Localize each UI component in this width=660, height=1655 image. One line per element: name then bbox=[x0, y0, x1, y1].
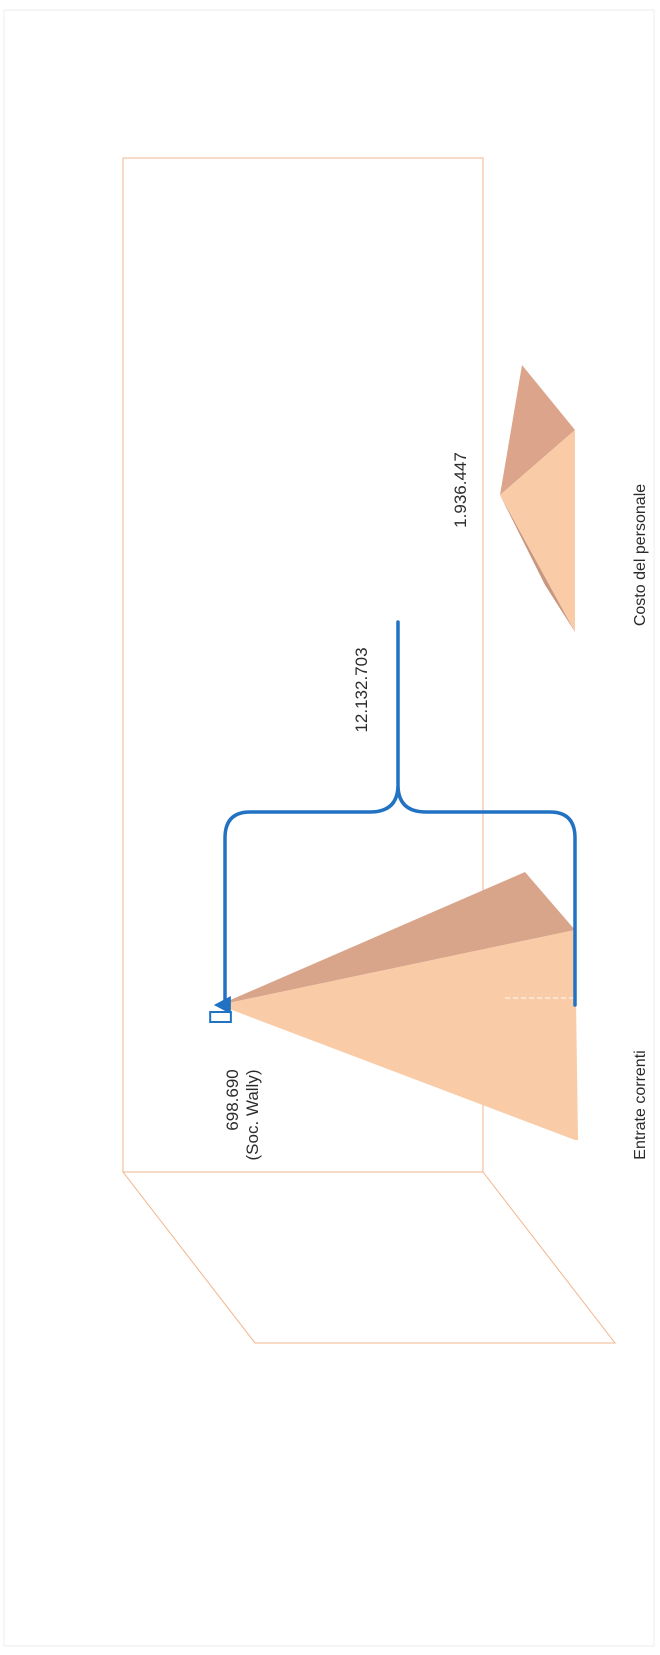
bar-costo-del-personale-side bbox=[500, 495, 575, 632]
bar-costo-del-personale-front bbox=[500, 430, 575, 632]
floor-plane bbox=[121, 1171, 617, 1344]
bar-costo-del-personale-top bbox=[500, 365, 575, 495]
annotation-value: 698.690 bbox=[223, 1069, 242, 1130]
chart-frame bbox=[121, 157, 617, 1344]
category-label-costo-del-personale: Costo del personale bbox=[632, 484, 649, 626]
value-label-entrate-correnti: 12.132.703 bbox=[352, 647, 371, 732]
annotation-company: (Soc. Wally) bbox=[243, 1070, 262, 1161]
annotation-marker-box bbox=[209, 1011, 232, 1023]
page-border bbox=[3, 9, 655, 1647]
value-bracket-entrate-correnti bbox=[223, 620, 577, 1010]
category-label-entrate-correnti: Entrate correnti bbox=[632, 1050, 649, 1159]
bar-entrate-correnti-front bbox=[218, 930, 578, 1140]
bar-entrate-correnti-side bbox=[218, 872, 575, 1005]
chart-marks bbox=[209, 365, 578, 1140]
value-label-costo-del-personale: 1.936.447 bbox=[451, 452, 470, 528]
